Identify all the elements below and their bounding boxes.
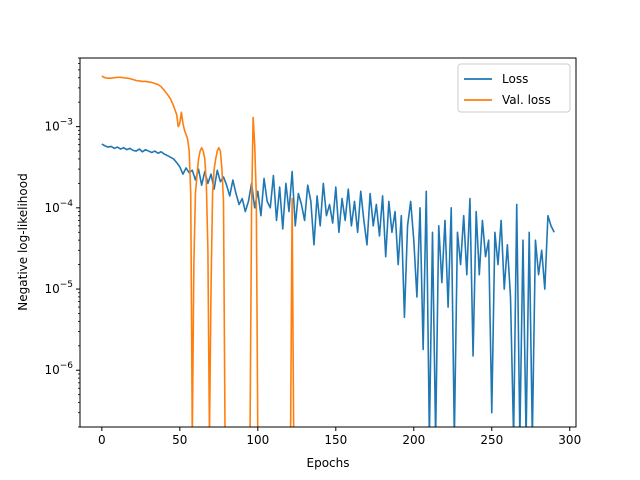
plot-frame <box>79 57 577 428</box>
y-tick-label: 10−6 <box>44 361 73 377</box>
x-tick-label: 150 <box>324 433 347 447</box>
y-tick-exponent: −4 <box>60 199 74 209</box>
series-line-loss <box>101 143 555 427</box>
x-tick-label: 250 <box>480 433 503 447</box>
y-tick-base: 10 <box>44 282 59 296</box>
legend-label: Loss <box>502 72 528 86</box>
x-tick-label: 0 <box>98 433 106 447</box>
legend-label: Val. loss <box>502 93 551 107</box>
y-tick-exponent: −3 <box>60 118 73 128</box>
y-tick-base: 10 <box>44 120 59 134</box>
x-axis-label: Epochs <box>307 456 350 470</box>
y-tick-exponent: −6 <box>60 361 74 371</box>
y-tick-label: 10−5 <box>44 280 73 296</box>
x-tick-label: 300 <box>558 433 581 447</box>
y-axis-label: Negative log-likelihood <box>16 173 30 310</box>
series-layer <box>101 75 555 427</box>
legend: Loss Val. loss <box>457 63 571 113</box>
y-tick-base: 10 <box>44 201 59 215</box>
series-line-val-loss <box>101 75 295 427</box>
y-tick-label: 10−4 <box>44 199 73 215</box>
y-tick-base: 10 <box>44 363 59 377</box>
x-tick-label: 200 <box>402 433 425 447</box>
y-tick-exponent: −5 <box>60 280 73 290</box>
y-tick-label: 10−3 <box>44 118 73 134</box>
x-tick-label: 50 <box>172 433 187 447</box>
x-tick-label: 100 <box>246 433 269 447</box>
